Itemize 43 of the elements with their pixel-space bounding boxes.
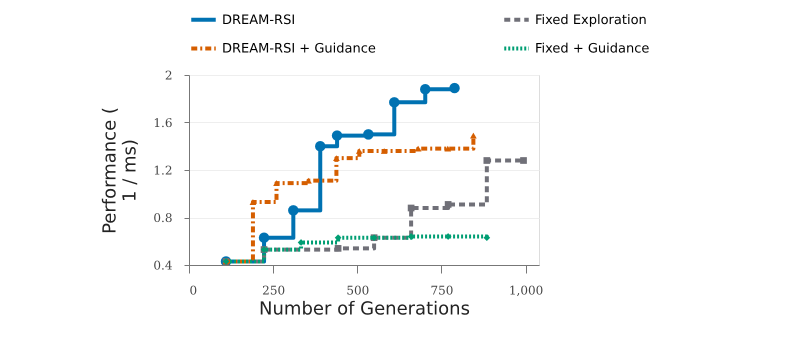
point [305,178,312,184]
y-tick-label: 0.4 [153,258,173,272]
text: 1 / ms) [119,139,140,202]
y-tick-label: 1.6 [153,116,172,130]
point [483,157,490,164]
point [363,129,374,140]
point [273,180,280,186]
point [420,84,430,94]
x-tick-label: 250 [262,284,286,298]
point [258,232,270,243]
point [444,201,452,208]
x-tick-label: 750 [430,284,454,298]
y-tick-label: 0.8 [153,211,172,225]
legend-label: DREAM-RSI [222,12,296,28]
point [380,148,388,154]
point [408,233,414,240]
x-axis-title: Number of Generations [259,298,470,320]
x-tick-label: 500 [346,284,370,298]
point [483,234,490,242]
point [250,199,256,205]
legend-label: DREAM-RSI + Guidance [222,42,376,56]
point [449,82,460,94]
x-tick-label: 0 [190,284,198,298]
legend-label: Fixed Exploration [535,12,647,28]
point [470,132,477,138]
point [315,141,326,152]
point [356,148,363,154]
y-tick-label: 2 [164,68,172,82]
y-tick-label: 1.2 [153,164,172,178]
point [414,146,422,152]
point [288,205,299,216]
point [520,157,527,164]
text: Performance ( [99,107,120,234]
point [298,239,304,246]
point [444,233,452,240]
point [333,155,340,162]
point [332,130,342,141]
point [389,97,400,108]
x-tick-label: 1,000 [508,284,544,298]
point [334,245,342,252]
legend-label: Fixed + Guidance [535,42,650,56]
point [408,204,414,212]
point [444,146,452,152]
